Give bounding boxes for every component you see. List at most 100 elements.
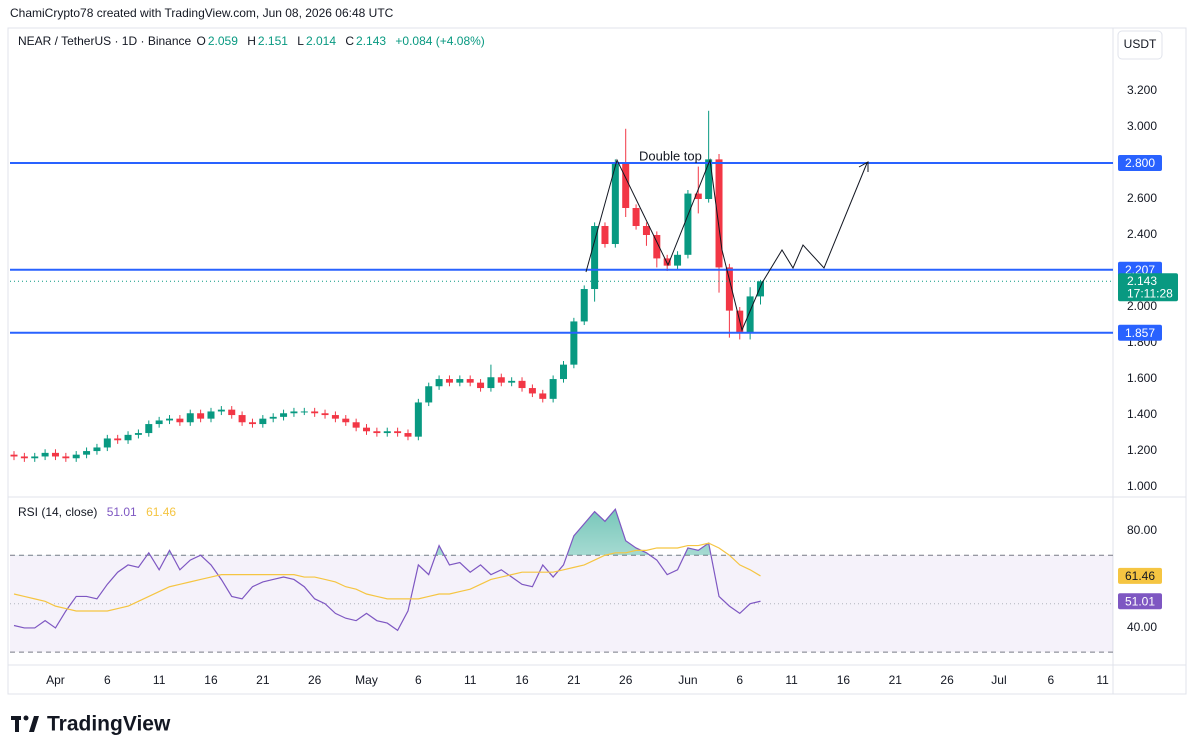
y-tick-label: 2.400 xyxy=(1127,227,1157,241)
candle-body xyxy=(342,418,350,423)
candle-body xyxy=(248,422,256,425)
candle-body xyxy=(725,267,733,311)
candle-body xyxy=(570,321,578,365)
candle-body xyxy=(456,379,464,383)
candle-body xyxy=(528,388,536,394)
candle-body xyxy=(83,451,91,455)
legend-value: 2.151 xyxy=(257,34,288,48)
level-label-box xyxy=(1118,324,1162,341)
candle-body xyxy=(549,379,557,399)
candle-body xyxy=(321,413,329,416)
y-tick-label: 1.000 xyxy=(1127,479,1157,493)
y-tick-label: 2.600 xyxy=(1127,191,1157,205)
x-tick-label: 21 xyxy=(567,673,581,687)
candle-body xyxy=(746,296,754,333)
legend-key: H xyxy=(247,34,256,48)
candle-body xyxy=(10,454,18,457)
candle-body xyxy=(756,281,764,297)
y-tick-label: 1.400 xyxy=(1127,407,1157,421)
rsi-value: 51.01 xyxy=(106,505,137,519)
candle-body xyxy=(394,431,402,434)
currency-label[interactable]: USDT xyxy=(1124,37,1157,51)
candle-body xyxy=(591,226,599,290)
candle-body xyxy=(414,402,422,437)
candle-body xyxy=(20,456,28,459)
candle-body xyxy=(622,162,630,209)
last-price-label: 2.143 xyxy=(1127,274,1157,288)
candle-body xyxy=(300,411,308,413)
candle-body xyxy=(145,424,153,434)
currency-button[interactable] xyxy=(1117,30,1163,60)
candle-body xyxy=(466,379,474,383)
x-tick-label: 11 xyxy=(785,673,798,687)
candle-body xyxy=(508,380,516,383)
candle-body xyxy=(269,416,277,419)
brand-logo xyxy=(11,715,39,732)
candle-body xyxy=(290,411,298,414)
candle-body xyxy=(477,382,485,389)
candle-body xyxy=(217,409,225,412)
candle-body xyxy=(155,420,163,425)
level-label: 1.857 xyxy=(1125,326,1155,340)
x-tick-label: 6 xyxy=(1047,673,1054,687)
x-tick-label: 16 xyxy=(204,673,218,687)
rsi-value-label: 61.46 xyxy=(1125,569,1155,583)
credit: ChamiCrypto78 created with TradingView.c… xyxy=(10,6,394,20)
rsi-value-label: 51.01 xyxy=(1125,594,1155,608)
x-tick-label: 26 xyxy=(619,673,633,687)
candle-body xyxy=(560,364,567,380)
y-tick-label: 3.000 xyxy=(1127,119,1157,133)
y-tick-label: 1.200 xyxy=(1127,443,1157,457)
drawing-arrowhead xyxy=(858,161,869,172)
level-label-box xyxy=(1118,154,1162,171)
drawing-line xyxy=(585,158,868,332)
candle-body xyxy=(228,409,236,416)
candle-body xyxy=(653,235,661,259)
candle-body xyxy=(51,452,59,457)
legend-key: L xyxy=(297,34,304,48)
x-tick-label: 6 xyxy=(736,673,743,687)
candle-body xyxy=(487,377,495,389)
rsi-tick-label: 80.00 xyxy=(1127,523,1157,537)
candle-body xyxy=(632,208,640,227)
x-tick-label: Jun xyxy=(678,673,697,687)
x-tick-label: 6 xyxy=(415,673,422,687)
candle-body xyxy=(497,377,505,383)
x-tick-label: 11 xyxy=(464,673,477,687)
y-tick-label: 2.000 xyxy=(1127,299,1157,313)
candle-body xyxy=(383,431,391,434)
rsi-band-fill xyxy=(10,555,1113,653)
rsi-ma-value: 61.46 xyxy=(146,505,177,519)
rsi-legend: RSI (14, close) 51.01 61.46 xyxy=(18,505,178,519)
candle-body xyxy=(31,456,39,459)
y-tick-label: 1.600 xyxy=(1127,371,1157,385)
x-tick-label: 21 xyxy=(889,673,903,687)
candle-body xyxy=(197,413,205,419)
x-tick-label: 16 xyxy=(837,673,851,687)
rsi-title: RSI (14, close) xyxy=(18,505,98,519)
candle-body xyxy=(518,380,526,389)
x-tick-label: Apr xyxy=(46,673,65,687)
candle-body xyxy=(445,379,453,383)
candle-body xyxy=(311,411,319,414)
y-tick-label: 3.200 xyxy=(1127,83,1157,97)
candle-body xyxy=(363,427,371,432)
candle-body xyxy=(207,411,215,419)
candle-body xyxy=(114,438,122,441)
candle-body xyxy=(280,413,288,417)
candle-body xyxy=(611,162,619,245)
level-label: 2.800 xyxy=(1125,156,1155,170)
candle-body xyxy=(186,413,194,423)
x-tick-label: 11 xyxy=(1096,673,1109,687)
legend-key: C xyxy=(345,34,355,48)
countdown-label: 17:11:28 xyxy=(1127,286,1173,300)
x-tick-label: Jul xyxy=(991,673,1006,687)
rsi-line xyxy=(13,542,761,612)
candle-body xyxy=(166,418,174,421)
candle-body xyxy=(41,452,49,457)
legend-value: 2.014 xyxy=(305,34,337,48)
annotation: Double top xyxy=(639,148,702,163)
rsi-line xyxy=(13,508,761,632)
x-tick-label: 26 xyxy=(940,673,954,687)
